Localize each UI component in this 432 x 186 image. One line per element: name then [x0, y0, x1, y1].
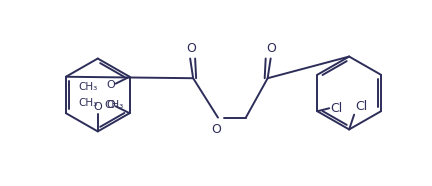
Text: Cl: Cl — [330, 102, 343, 115]
Text: CH₃: CH₃ — [105, 100, 124, 110]
Text: O: O — [186, 42, 196, 54]
Text: Cl: Cl — [355, 100, 367, 113]
Text: CH₃: CH₃ — [79, 82, 98, 92]
Text: O: O — [267, 42, 276, 54]
Text: O: O — [93, 102, 102, 112]
Text: O: O — [106, 80, 115, 90]
Text: CH₃: CH₃ — [79, 98, 98, 108]
Text: O: O — [106, 100, 115, 110]
Text: O: O — [211, 123, 221, 136]
